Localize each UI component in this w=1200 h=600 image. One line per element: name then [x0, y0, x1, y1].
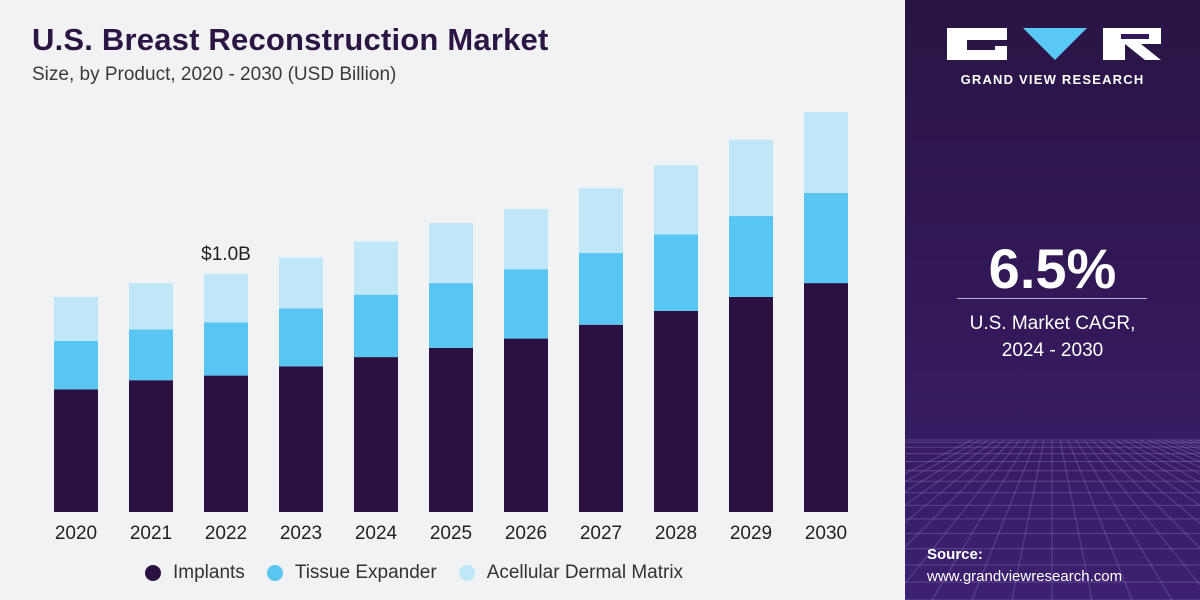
divider — [957, 298, 1147, 299]
x-tick-label: 2030 — [805, 523, 847, 544]
grid-line — [905, 439, 1013, 548]
source-url: www.grandviewresearch.com — [927, 568, 1123, 585]
bar-2022-implants — [204, 375, 248, 512]
grid-line — [931, 439, 1029, 600]
bar-2028-implants — [654, 310, 698, 512]
bar-2029-implants — [729, 296, 773, 512]
bar-2022-tissue-expander — [204, 322, 248, 376]
stacked-bar-chart: 2020 2021 2022 $1.0B 2023 2024 2025 2026 2027 202… — [54, 112, 848, 544]
grid-line — [1123, 439, 1200, 483]
grid-line — [1059, 439, 1093, 600]
bar-2030-tissue-expander — [804, 192, 848, 284]
brand-name: GRAND VIEW RESEARCH — [960, 72, 1145, 87]
bar-2020-tissue-expander — [54, 340, 98, 390]
bar-2024-acellular-dermal-matrix — [354, 241, 398, 295]
bar-2020-implants — [54, 389, 98, 512]
grid-line — [1107, 439, 1200, 507]
grid-line — [905, 439, 1021, 585]
grid-line — [905, 439, 989, 493]
grid-line — [1075, 439, 1173, 600]
grid-line — [1091, 439, 1200, 549]
grid-line — [1179, 439, 1200, 447]
legend-label: Acellular Dermal Matrix — [486, 562, 684, 583]
x-tick-label: 2026 — [505, 523, 547, 544]
bar-2026-implants — [504, 338, 548, 512]
bar-2021-implants — [129, 380, 173, 512]
legend-label: Implants — [173, 562, 245, 583]
legend-label: Tissue Expander — [294, 562, 437, 583]
bar-2024-implants — [354, 357, 398, 512]
source-label: Source: — [927, 546, 983, 563]
grid-line — [905, 439, 981, 483]
grid-line — [1011, 439, 1045, 600]
legend-item: Tissue Expander — [266, 562, 437, 584]
bar-2026-acellular-dermal-matrix — [504, 209, 548, 270]
x-tick-label: 2029 — [730, 523, 772, 544]
bar-2024-tissue-expander — [354, 294, 398, 358]
x-tick-label: 2021 — [130, 523, 172, 544]
legend-item: Implants — [145, 562, 245, 584]
bar-2026-tissue-expander — [504, 269, 548, 339]
bar-2025-tissue-expander — [429, 283, 473, 348]
legend-swatch — [145, 565, 161, 581]
bar-2027-tissue-expander — [579, 253, 623, 325]
bar-2028-acellular-dermal-matrix — [654, 165, 698, 235]
bar-2023-tissue-expander — [279, 308, 323, 367]
data-label-annotation: $1.0B — [201, 244, 251, 265]
grid-line — [905, 439, 973, 475]
bar-2030-implants — [804, 283, 848, 512]
cagr-label-line1: U.S. Market CAGR, — [969, 313, 1136, 334]
summary-panel: GRAND VIEW RESEARCH 6.5% U.S. Market CAG… — [905, 0, 1200, 600]
bar-2029-acellular-dermal-matrix — [729, 139, 773, 217]
x-tick-label: 2025 — [430, 523, 472, 544]
grid-line — [1139, 439, 1200, 468]
grand-view-research-logo-icon — [947, 28, 1161, 60]
bar-2020-acellular-dermal-matrix — [54, 296, 98, 341]
bar-2021-acellular-dermal-matrix — [129, 283, 173, 330]
grid-line — [905, 439, 997, 506]
bar-2027-acellular-dermal-matrix — [579, 188, 623, 254]
bar-2028-tissue-expander — [654, 234, 698, 311]
grid-line — [1099, 439, 1200, 524]
grid-line — [1115, 439, 1200, 494]
legend-swatch — [266, 565, 283, 581]
bar-2022-acellular-dermal-matrix — [204, 273, 248, 323]
bar-2030-acellular-dermal-matrix — [804, 112, 848, 193]
grid-line — [1163, 439, 1200, 454]
chart-subtitle: Size, by Product, 2020 - 2030 (USD Billi… — [32, 64, 397, 85]
legend-swatch — [458, 565, 475, 581]
grid-line — [971, 439, 1037, 600]
cagr-value: 6.5% — [988, 237, 1117, 300]
bar-2021-tissue-expander — [129, 329, 173, 381]
bar-2029-tissue-expander — [729, 216, 773, 297]
bar-2023-implants — [279, 366, 323, 512]
bar-2027-implants — [579, 324, 623, 512]
x-tick-label: 2027 — [580, 523, 622, 544]
cagr-label-line2: 2024 - 2030 — [1001, 340, 1104, 361]
chart-title: U.S. Breast Reconstruction Market — [32, 22, 549, 57]
decorative-grid-pattern — [905, 439, 1200, 600]
chart-legend: Implants Tissue Expander Acellular Dermal … — [145, 562, 705, 584]
x-tick-label: 2020 — [55, 523, 97, 544]
x-tick-label: 2024 — [355, 523, 398, 544]
grid-line — [1083, 439, 1200, 586]
bar-2025-acellular-dermal-matrix — [429, 222, 473, 284]
grid-line — [1067, 439, 1133, 600]
x-tick-label: 2023 — [280, 523, 322, 544]
x-tick-label: 2028 — [655, 523, 697, 544]
chart-panel: U.S. Breast Reconstruction Market Size, … — [32, 22, 848, 584]
grid-line — [905, 439, 1005, 524]
bar-2025-implants — [429, 347, 473, 512]
x-tick-label: 2022 — [205, 523, 247, 544]
grid-line — [1131, 439, 1200, 475]
cagr-label: U.S. Market CAGR, 2024 - 2030 — [905, 310, 1200, 364]
bar-2023-acellular-dermal-matrix — [279, 257, 323, 309]
legend-item: Acellular Dermal Matrix — [458, 562, 684, 584]
